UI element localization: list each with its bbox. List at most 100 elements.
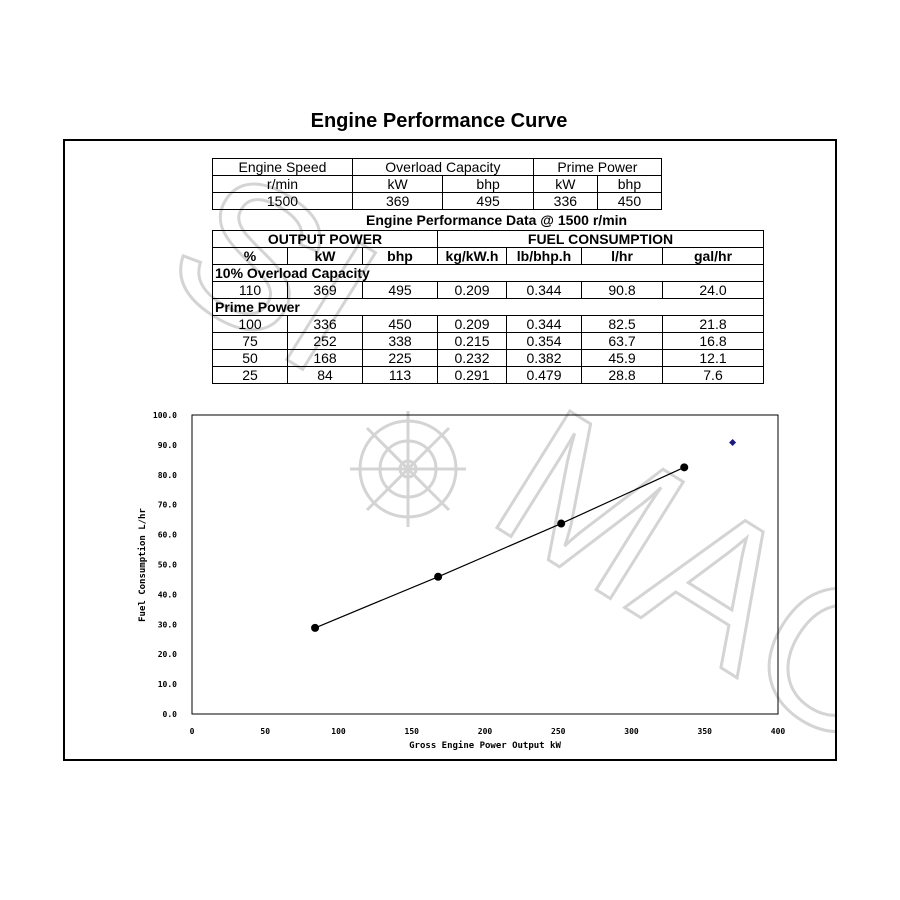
group-header-output-power: OUTPUT POWER — [212, 230, 438, 248]
unit-cell: r/min — [212, 175, 353, 193]
table-row: 75 252 338 0.215 0.354 63.7 16.8 — [212, 332, 764, 350]
x-tick-label: 300 — [624, 727, 639, 736]
table-cell: 82.5 — [581, 315, 663, 333]
table-cell: 110 — [212, 281, 288, 299]
x-tick-label: 200 — [478, 727, 493, 736]
table-cell: 168 — [287, 349, 363, 367]
data-point — [557, 519, 566, 528]
table-cell: 21.8 — [662, 315, 764, 333]
x-tick-label: 150 — [405, 727, 420, 736]
unit-cell: kW — [351, 175, 444, 193]
table-cell: 0.291 — [437, 366, 507, 384]
header-prime-power: Prime Power — [532, 158, 663, 176]
table-cell: 84 — [287, 366, 363, 384]
content-frame — [63, 139, 837, 761]
y-tick-label: 0.0 — [163, 710, 178, 719]
table-cell: 450 — [362, 315, 438, 333]
table-cell: 63.7 — [581, 332, 663, 350]
data-point-diamond — [729, 439, 737, 447]
x-axis-label: Gross Engine Power Output kW — [409, 740, 561, 751]
table-cell: 0.479 — [506, 366, 582, 384]
table-cell: 12.1 — [662, 349, 764, 367]
section-spacer — [437, 298, 764, 316]
section-label-prime: Prime Power — [212, 298, 438, 316]
unit-cell: kW — [532, 175, 598, 193]
unit-cell: bhp — [596, 175, 663, 193]
x-tick-label: 50 — [260, 727, 270, 736]
y-tick-label: 60.0 — [158, 531, 177, 540]
column-header: lb/bhp.h — [506, 247, 582, 265]
table-row: 25 84 113 0.291 0.479 28.8 7.6 — [212, 366, 764, 384]
table-cell: 252 — [287, 332, 363, 350]
y-tick-label: 90.0 — [158, 441, 177, 450]
section-label-overload: 10% Overload Capacity — [212, 264, 438, 282]
data-point — [434, 572, 443, 581]
y-tick-label: 70.0 — [158, 501, 177, 510]
y-tick-label: 100.0 — [153, 411, 177, 420]
y-tick-label: 80.0 — [158, 471, 177, 480]
data-point — [311, 623, 320, 632]
table-cell: 113 — [362, 366, 438, 384]
table-cell: 338 — [362, 332, 438, 350]
x-tick-label: 350 — [698, 727, 713, 736]
column-header: kW — [287, 247, 363, 265]
table-cell: 45.9 — [581, 349, 663, 367]
y-axis-label: Fuel Consumption L/hr — [137, 508, 148, 622]
table-cell: 369 — [287, 281, 363, 299]
section-spacer — [437, 264, 764, 282]
fuel-consumption-chart: Fuel Consumption L/hr Gross Engine Power… — [137, 411, 786, 751]
plot-area — [191, 414, 779, 715]
table-cell: 24.0 — [662, 281, 764, 299]
group-header-fuel-consumption: FUEL CONSUMPTION — [437, 230, 764, 248]
x-tick-label: 400 — [771, 727, 786, 736]
column-header: kg/kW.h — [437, 247, 507, 265]
table-cell: 225 — [362, 349, 438, 367]
table-cell: 0.382 — [506, 349, 582, 367]
table-row: 110 369 495 0.209 0.344 90.8 24.0 — [212, 281, 764, 299]
value-cell: 336 — [532, 192, 598, 210]
x-tick-label: 100 — [331, 727, 346, 736]
data-point — [680, 463, 689, 472]
table-cell: 0.344 — [506, 281, 582, 299]
table-cell: 0.209 — [437, 315, 507, 333]
table-cell: 50 — [212, 349, 288, 367]
table-cell: 25 — [212, 366, 288, 384]
table-cell: 336 — [287, 315, 363, 333]
value-cell: 1500 — [212, 192, 353, 210]
table-cell: 7.6 — [662, 366, 764, 384]
table-cell: 0.344 — [506, 315, 582, 333]
column-header: gal/hr — [662, 247, 764, 265]
header-engine-speed: Engine Speed — [212, 158, 353, 176]
y-tick-label: 50.0 — [158, 561, 177, 570]
table-row: 100 336 450 0.209 0.344 82.5 21.8 — [212, 315, 764, 333]
engine-speed-table: Engine Speed Overload Capacity Prime Pow… — [212, 158, 663, 210]
table-cell: 495 — [362, 281, 438, 299]
table-cell: 90.8 — [581, 281, 663, 299]
table-cell: 0.354 — [506, 332, 582, 350]
page-title: Engine Performance Curve — [310, 110, 568, 132]
table-cell: 100 — [212, 315, 288, 333]
y-tick-label: 10.0 — [158, 680, 177, 689]
y-tick-label: 30.0 — [158, 620, 177, 629]
table-cell: 0.215 — [437, 332, 507, 350]
column-header: % — [212, 247, 288, 265]
table-cell: 16.8 — [662, 332, 764, 350]
performance-data-table: OUTPUT POWER FUEL CONSUMPTION % kW bhp k… — [212, 230, 764, 384]
column-header: l/hr — [581, 247, 663, 265]
table-cell: 0.209 — [437, 281, 507, 299]
table-cell: 75 — [212, 332, 288, 350]
x-tick-label: 250 — [551, 727, 566, 736]
column-header: bhp — [362, 247, 438, 265]
header-overload-capacity: Overload Capacity — [351, 158, 534, 176]
table-cell: 0.232 — [437, 349, 507, 367]
y-tick-label: 20.0 — [158, 650, 177, 659]
value-cell: 369 — [351, 192, 444, 210]
performance-data-title: Engine Performance Data @ 1500 r/min — [366, 212, 628, 228]
table-row: 50 168 225 0.232 0.382 45.9 12.1 — [212, 349, 764, 367]
table-cell: 28.8 — [581, 366, 663, 384]
unit-cell: bhp — [442, 175, 534, 193]
value-cell: 450 — [596, 192, 663, 210]
series-line — [314, 466, 685, 629]
x-tick-label: 0 — [190, 727, 195, 736]
y-tick-label: 40.0 — [158, 590, 177, 599]
